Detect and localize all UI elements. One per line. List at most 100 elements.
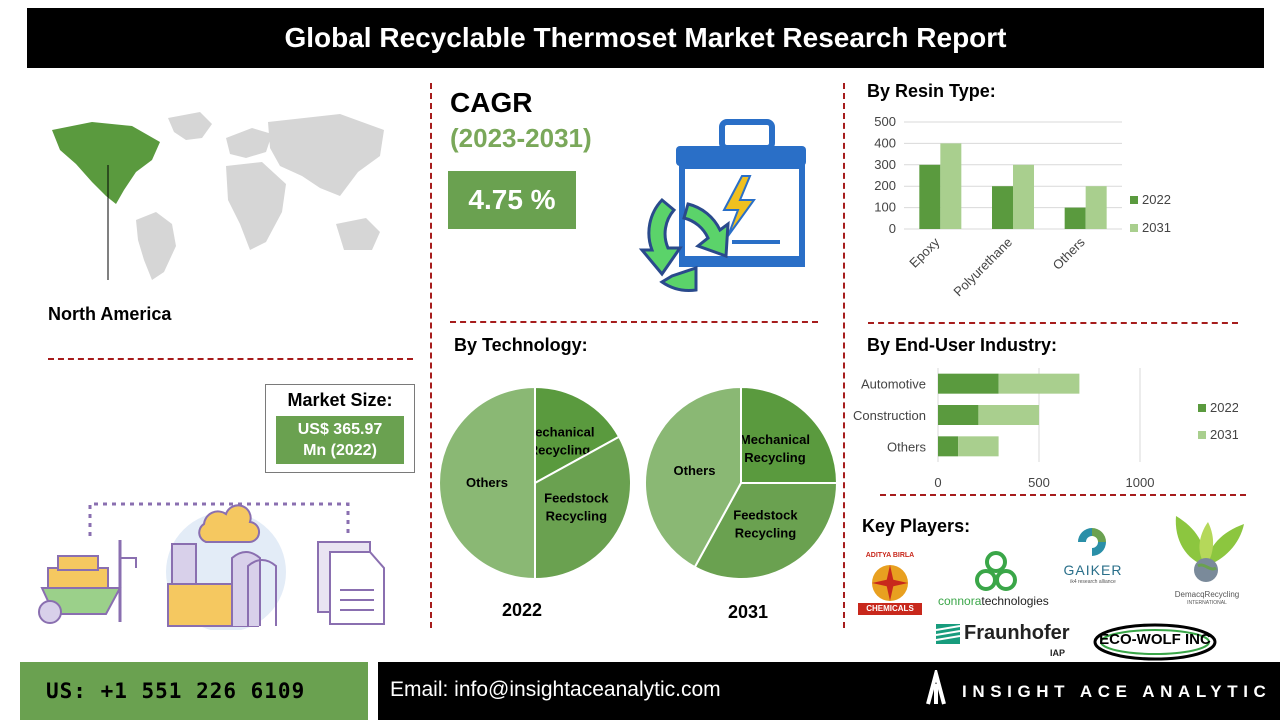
insight-ace-logo-icon (926, 670, 946, 705)
aditya-birla-sun-icon (858, 553, 922, 615)
resin-bar-epoxy-2022 (919, 164, 941, 229)
footer-brand: INSIGHT ACE ANALYTIC (962, 682, 1272, 701)
logo-eco-wolf: ECO-WOLF INC (1092, 622, 1218, 662)
world-map (52, 112, 384, 280)
resin-legend-swatch-2022 (1130, 196, 1138, 204)
resin-bar-epoxy-2031 (940, 143, 962, 229)
enduser-bar-construction-2031 (978, 405, 1039, 425)
pie-slice-mechanical-recycling (740, 385, 839, 484)
market-size-value-line2: Mn (2022) (303, 442, 377, 459)
market-size-card (265, 384, 415, 473)
australia-shape (336, 218, 380, 250)
resin-heading: By Resin Type: (867, 81, 996, 101)
market-size-value-line1: US$ 365.97 (297, 421, 383, 438)
north-america-shape (52, 122, 160, 204)
resin-x-tick: Others (1050, 234, 1089, 273)
pie-year-2031: 2031 (728, 602, 769, 622)
resin-x-tick: Polyurethane (950, 235, 1015, 300)
end-user-bar-chart: 0 500 1000 Automotive Construction Others 2022… (853, 368, 1238, 490)
gaiker-sub: ik4 research alliance (1070, 579, 1116, 585)
footer-phone: US: +1 551 226 6109 (20, 662, 368, 720)
enduser-bar-others-2031 (958, 436, 999, 457)
pie-year-2022: 2022 (502, 600, 543, 620)
enduser-legend-label-2031: 2031 (1210, 427, 1238, 442)
enduser-x-tick: 1000 (1126, 475, 1155, 490)
pie-slice-feedstock-recycling (534, 435, 633, 581)
pie-chart-2031: Mechanical Recycling Feedstock Recycling Oth… (643, 385, 839, 581)
resin-y-tick: 300 (874, 157, 896, 172)
battery-recycle-icon (638, 119, 806, 292)
aditya-birla-sub: CHEMICALS (866, 604, 914, 613)
pie-label-others: Others (466, 475, 508, 490)
enduser-bar-others-2022 (938, 436, 959, 457)
eco-wolf-ellipse-icon (1093, 623, 1217, 661)
connora-trefoil-icon (975, 551, 1017, 591)
south-america-shape (136, 212, 176, 280)
demacq-sub: INTERNATIONAL (1187, 600, 1227, 606)
resin-y-tick: 400 (874, 135, 896, 150)
fraunhofer-stripes-icon (936, 624, 960, 644)
logo-gaiker: GAIKER ik4 research alliance (1058, 524, 1128, 590)
resin-bar-chart: 0 100 200 300 400 500 Epoxy Polyurethane Others 2… (874, 114, 1171, 300)
divider-left (430, 83, 432, 628)
enduser-legend-swatch-2022 (1198, 404, 1206, 412)
connora-sub: technologies (981, 594, 1049, 608)
resin-y-tick: 200 (874, 178, 896, 193)
industry-illustration (38, 502, 385, 630)
end-user-heading: By End-User Industry: (867, 335, 1058, 355)
enduser-x-tick: 0 (934, 475, 941, 490)
logo-fraunhofer: Fraunhofer IAP (936, 620, 1070, 662)
divider-cagr (450, 321, 818, 323)
enduser-bar-automotive-2022 (938, 373, 999, 394)
pie-chart-2022: Mechanical Recycling Feedstock Recycling Oth… (438, 385, 633, 581)
connora-text: connoratechnologies (938, 594, 1049, 608)
region-label: North America (48, 304, 172, 324)
asia-shape (268, 114, 384, 196)
divider-right (843, 83, 845, 628)
cagr-period: (2023-2031) (450, 123, 592, 153)
enduser-legend-label-2022: 2022 (1210, 400, 1238, 415)
resin-y-tick: 100 (874, 200, 896, 215)
resin-legend-label-2031: 2031 (1142, 220, 1171, 235)
pie-slice-others (438, 385, 536, 581)
cagr-value: 4.75 % (448, 171, 576, 229)
gaiker-name: GAIKER (1063, 562, 1123, 578)
gaiker-recycle-icon (1078, 528, 1106, 556)
aditya-birla-name: ADITYA BIRLA (865, 552, 915, 559)
africa-shape (226, 162, 286, 250)
resin-bar-others-2031 (1085, 186, 1107, 229)
pie-label-feedstock-recycling: Feedstock Recycling (544, 490, 609, 523)
enduser-y-tick: Others (887, 439, 927, 454)
europe-shape (226, 128, 272, 158)
footer-email[interactable]: Email: info@insightaceanalytic.com (390, 678, 721, 701)
eco-wolf-name: ECO-WOLF INC (1099, 631, 1211, 648)
resin-bar-polyurethane-2031 (1013, 164, 1034, 229)
logo-demacq: DemacqRecycling INTERNATIONAL (1162, 510, 1252, 610)
divider-region (48, 358, 413, 360)
pie-label-mechanical-recycling: Mechanical Recycling (740, 432, 810, 465)
resin-y-tick: 0 (889, 221, 896, 236)
logo-connora: connoratechnologies (936, 550, 1060, 610)
demacq-leaves-icon (1175, 516, 1244, 582)
page-title: Global Recyclable Thermoset Market Resea… (27, 8, 1264, 68)
market-size-value: US$ 365.97 Mn (2022) (276, 416, 404, 464)
fraunhofer-name: Fraunhofer (964, 622, 1070, 644)
pie-label-feedstock-recycling: Feedstock Recycling (733, 507, 798, 540)
market-size-label: Market Size: (287, 390, 393, 410)
resin-x-tick: Epoxy (906, 234, 943, 271)
pie-label-others: Others (674, 463, 716, 478)
logo-aditya-birla: ADITYA BIRLA CHEMICALS (858, 552, 922, 615)
resin-legend-label-2022: 2022 (1142, 192, 1171, 207)
technology-heading: By Technology: (454, 335, 588, 355)
enduser-y-tick: Construction (853, 408, 926, 423)
cagr-label: CAGR (450, 87, 533, 118)
connora-name: connora (938, 594, 982, 608)
resin-y-tick: 500 (874, 114, 896, 129)
enduser-legend-swatch-2031 (1198, 431, 1206, 439)
resin-bar-others-2022 (1064, 207, 1086, 229)
pie-slice-feedstock-recycling (693, 482, 839, 581)
pie-label-mechanical-recycling: Mechanical Recycling (524, 425, 594, 458)
pie-slice-others (643, 385, 742, 569)
enduser-bar-automotive-2031 (998, 373, 1080, 394)
fraunhofer-sub: IAP (1050, 648, 1066, 658)
